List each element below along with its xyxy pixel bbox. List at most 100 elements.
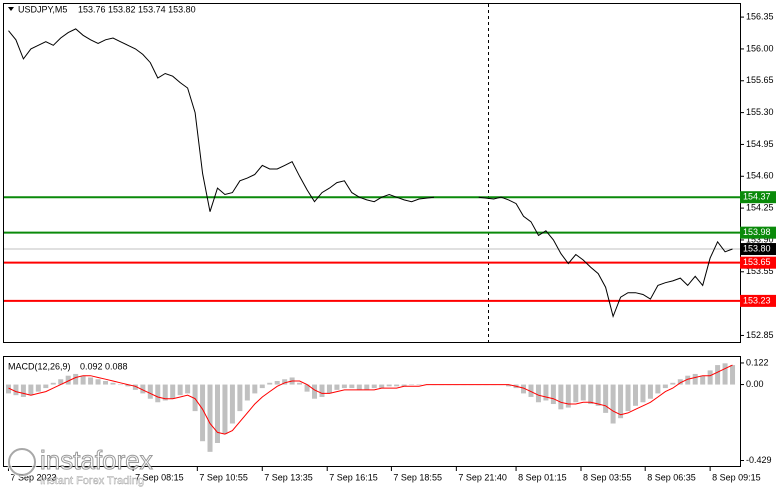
histogram-bar bbox=[379, 384, 385, 389]
histogram-bar bbox=[722, 363, 728, 385]
histogram-bar bbox=[662, 384, 668, 389]
histogram-bar bbox=[730, 365, 736, 385]
histogram-bar bbox=[267, 382, 273, 385]
ohlc: 153.76 153.82 153.74 153.80 bbox=[78, 4, 196, 14]
histogram-bar bbox=[401, 384, 407, 387]
histogram-bar bbox=[50, 382, 56, 385]
histogram-bar bbox=[647, 384, 653, 399]
histogram-bar bbox=[95, 379, 101, 385]
histogram-bar bbox=[13, 384, 19, 396]
histogram-bar bbox=[244, 384, 250, 401]
histogram-bar bbox=[5, 384, 11, 394]
histogram-bar bbox=[229, 384, 235, 424]
y-tick-label: 154.25 bbox=[746, 202, 774, 212]
histogram-bar bbox=[65, 375, 71, 385]
y-tick-label: 0.00 bbox=[746, 379, 764, 389]
watermark: instaforex Instant Forex Trading bbox=[7, 444, 153, 487]
brand: instaforex bbox=[40, 445, 153, 475]
histogram-bar bbox=[685, 375, 691, 385]
histogram-bar bbox=[595, 384, 601, 406]
x-tick-label: 7 Sep 18:55 bbox=[393, 472, 442, 482]
histogram-bar bbox=[588, 384, 594, 405]
histogram-bar bbox=[558, 384, 564, 410]
histogram-bar bbox=[573, 384, 579, 403]
y-tick-label: 155.30 bbox=[746, 107, 774, 117]
histogram-bar bbox=[282, 379, 288, 385]
level-box bbox=[740, 191, 776, 204]
histogram-bar bbox=[326, 384, 332, 394]
macd-readout: 0.092 0.088 bbox=[80, 361, 128, 371]
histogram-bar bbox=[670, 382, 676, 385]
histogram-bar bbox=[147, 384, 153, 399]
current-price-box bbox=[740, 243, 776, 256]
histogram-bar bbox=[140, 384, 146, 394]
histogram-bar bbox=[237, 384, 243, 412]
x-tick-label: 8 Sep 09:15 bbox=[712, 472, 761, 482]
histogram-bar bbox=[364, 384, 370, 390]
histogram-bar bbox=[125, 384, 131, 387]
histogram-bar bbox=[185, 384, 191, 394]
histogram-bar bbox=[603, 384, 609, 413]
histogram-bar bbox=[715, 365, 721, 385]
histogram-bar bbox=[618, 384, 624, 419]
histogram-bar bbox=[214, 384, 220, 443]
histogram-bar bbox=[356, 384, 362, 390]
histogram-bar bbox=[20, 384, 26, 397]
histogram-bar bbox=[700, 375, 706, 385]
histogram-bar bbox=[550, 384, 556, 405]
y-tick-label: 0.122 bbox=[746, 357, 769, 367]
price-line bbox=[8, 28, 733, 319]
y-tick-label: -0.429 bbox=[746, 455, 772, 465]
histogram-bar bbox=[155, 384, 161, 403]
histogram-bar bbox=[319, 384, 325, 397]
tagline: Instant Forex Trading bbox=[40, 475, 144, 487]
histogram-bar bbox=[640, 384, 646, 403]
level-label: 153.65 bbox=[743, 257, 771, 267]
histogram-bar bbox=[103, 381, 109, 385]
x-tick-label: 8 Sep 01:15 bbox=[518, 472, 567, 482]
histogram-bar bbox=[259, 384, 265, 389]
y-tick-label: 156.35 bbox=[746, 11, 774, 21]
level-label: 153.23 bbox=[743, 295, 771, 305]
x-tick-label: 7 Sep 13:35 bbox=[264, 472, 313, 482]
histogram-bar bbox=[371, 384, 377, 389]
histogram-bar bbox=[394, 384, 400, 387]
x-tick-label: 7 Sep 08:15 bbox=[135, 472, 184, 482]
histogram-bar bbox=[43, 384, 49, 389]
macd-title: MACD(12,26,9) bbox=[8, 361, 71, 371]
level-box bbox=[740, 294, 776, 307]
y-tick-label: 153.55 bbox=[746, 266, 774, 276]
histogram-bar bbox=[207, 384, 213, 452]
y-tick-label: 156.00 bbox=[746, 43, 774, 53]
level-label: 154.37 bbox=[743, 192, 771, 202]
y-tick-label: 153.90 bbox=[746, 234, 774, 244]
histogram-bar bbox=[117, 384, 123, 386]
histogram-bar bbox=[252, 384, 258, 394]
y-tick-label: 154.60 bbox=[746, 171, 774, 181]
histogram-bar bbox=[341, 384, 347, 389]
histogram-bar bbox=[565, 384, 571, 408]
logo bbox=[8, 448, 36, 476]
histogram-bar bbox=[222, 384, 228, 435]
histogram-bar bbox=[162, 384, 168, 401]
histogram-bar bbox=[349, 384, 355, 389]
level-label: 153.98 bbox=[743, 227, 771, 237]
histogram-bar bbox=[297, 382, 303, 385]
histogram-bar bbox=[506, 384, 512, 387]
histogram-bar bbox=[632, 384, 638, 406]
histogram-bar bbox=[274, 381, 280, 385]
histogram-bar bbox=[386, 384, 392, 387]
histogram-bar bbox=[535, 384, 541, 403]
histogram-bar bbox=[73, 373, 79, 385]
y-tick-label: 152.85 bbox=[746, 330, 774, 340]
histogram-bar bbox=[200, 384, 206, 442]
level-box bbox=[740, 226, 776, 239]
histogram-bar bbox=[88, 377, 94, 385]
histogram-bar bbox=[610, 384, 616, 424]
histogram-bar bbox=[58, 379, 64, 385]
y-tick-label: 155.65 bbox=[746, 75, 774, 85]
histogram-bar bbox=[409, 384, 415, 386]
symbol: USDJPY,M5 bbox=[18, 4, 67, 14]
